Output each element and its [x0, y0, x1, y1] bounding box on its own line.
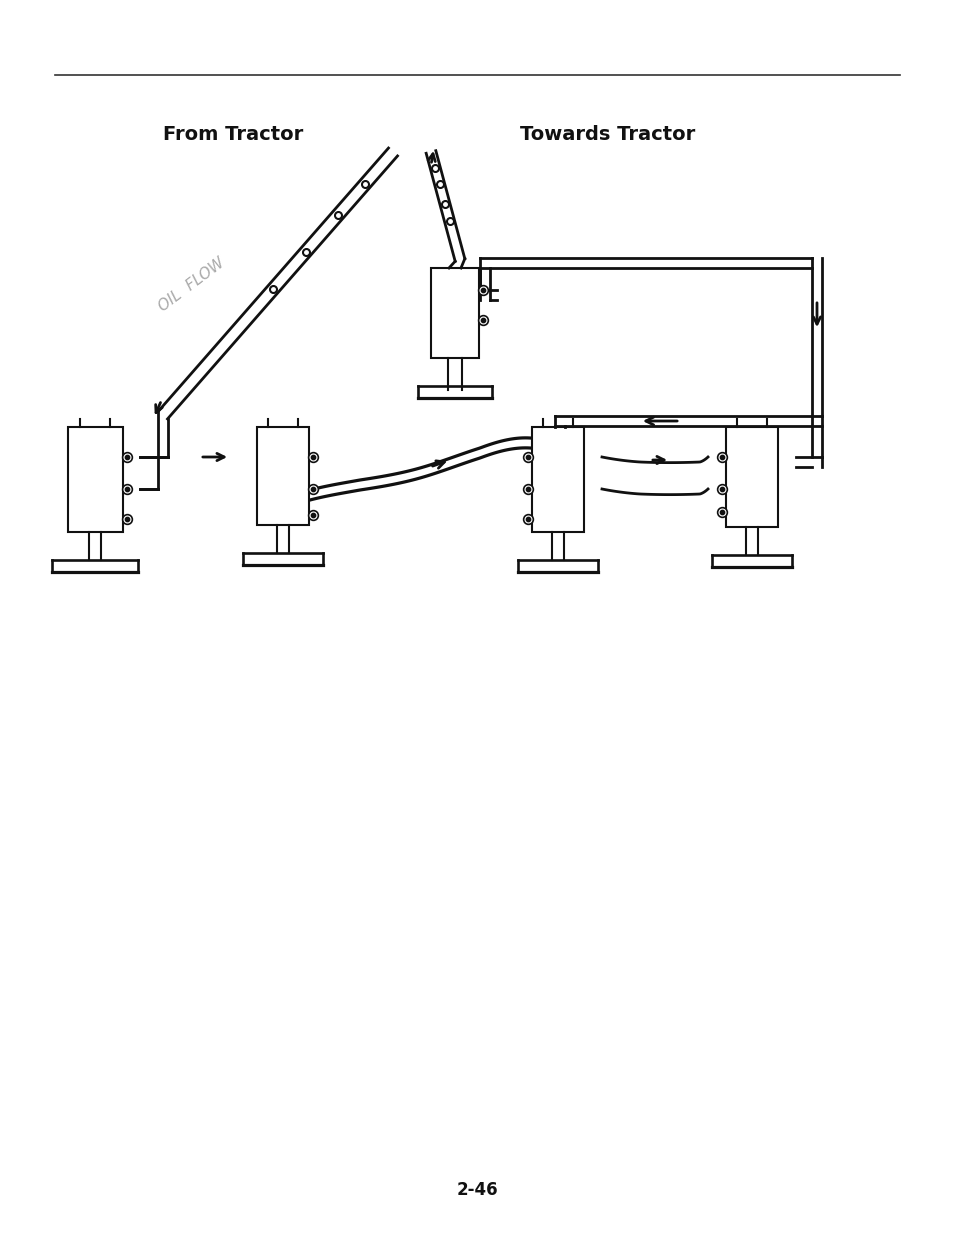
Bar — [725, 427, 778, 527]
Bar — [532, 427, 583, 532]
Text: From Tractor: From Tractor — [163, 126, 303, 144]
Text: Towards Tractor: Towards Tractor — [519, 126, 695, 144]
Bar — [68, 427, 122, 532]
Bar — [256, 427, 309, 525]
Text: OIL  FLOW: OIL FLOW — [156, 256, 228, 315]
Text: 2-46: 2-46 — [456, 1181, 497, 1199]
Bar — [431, 268, 478, 358]
